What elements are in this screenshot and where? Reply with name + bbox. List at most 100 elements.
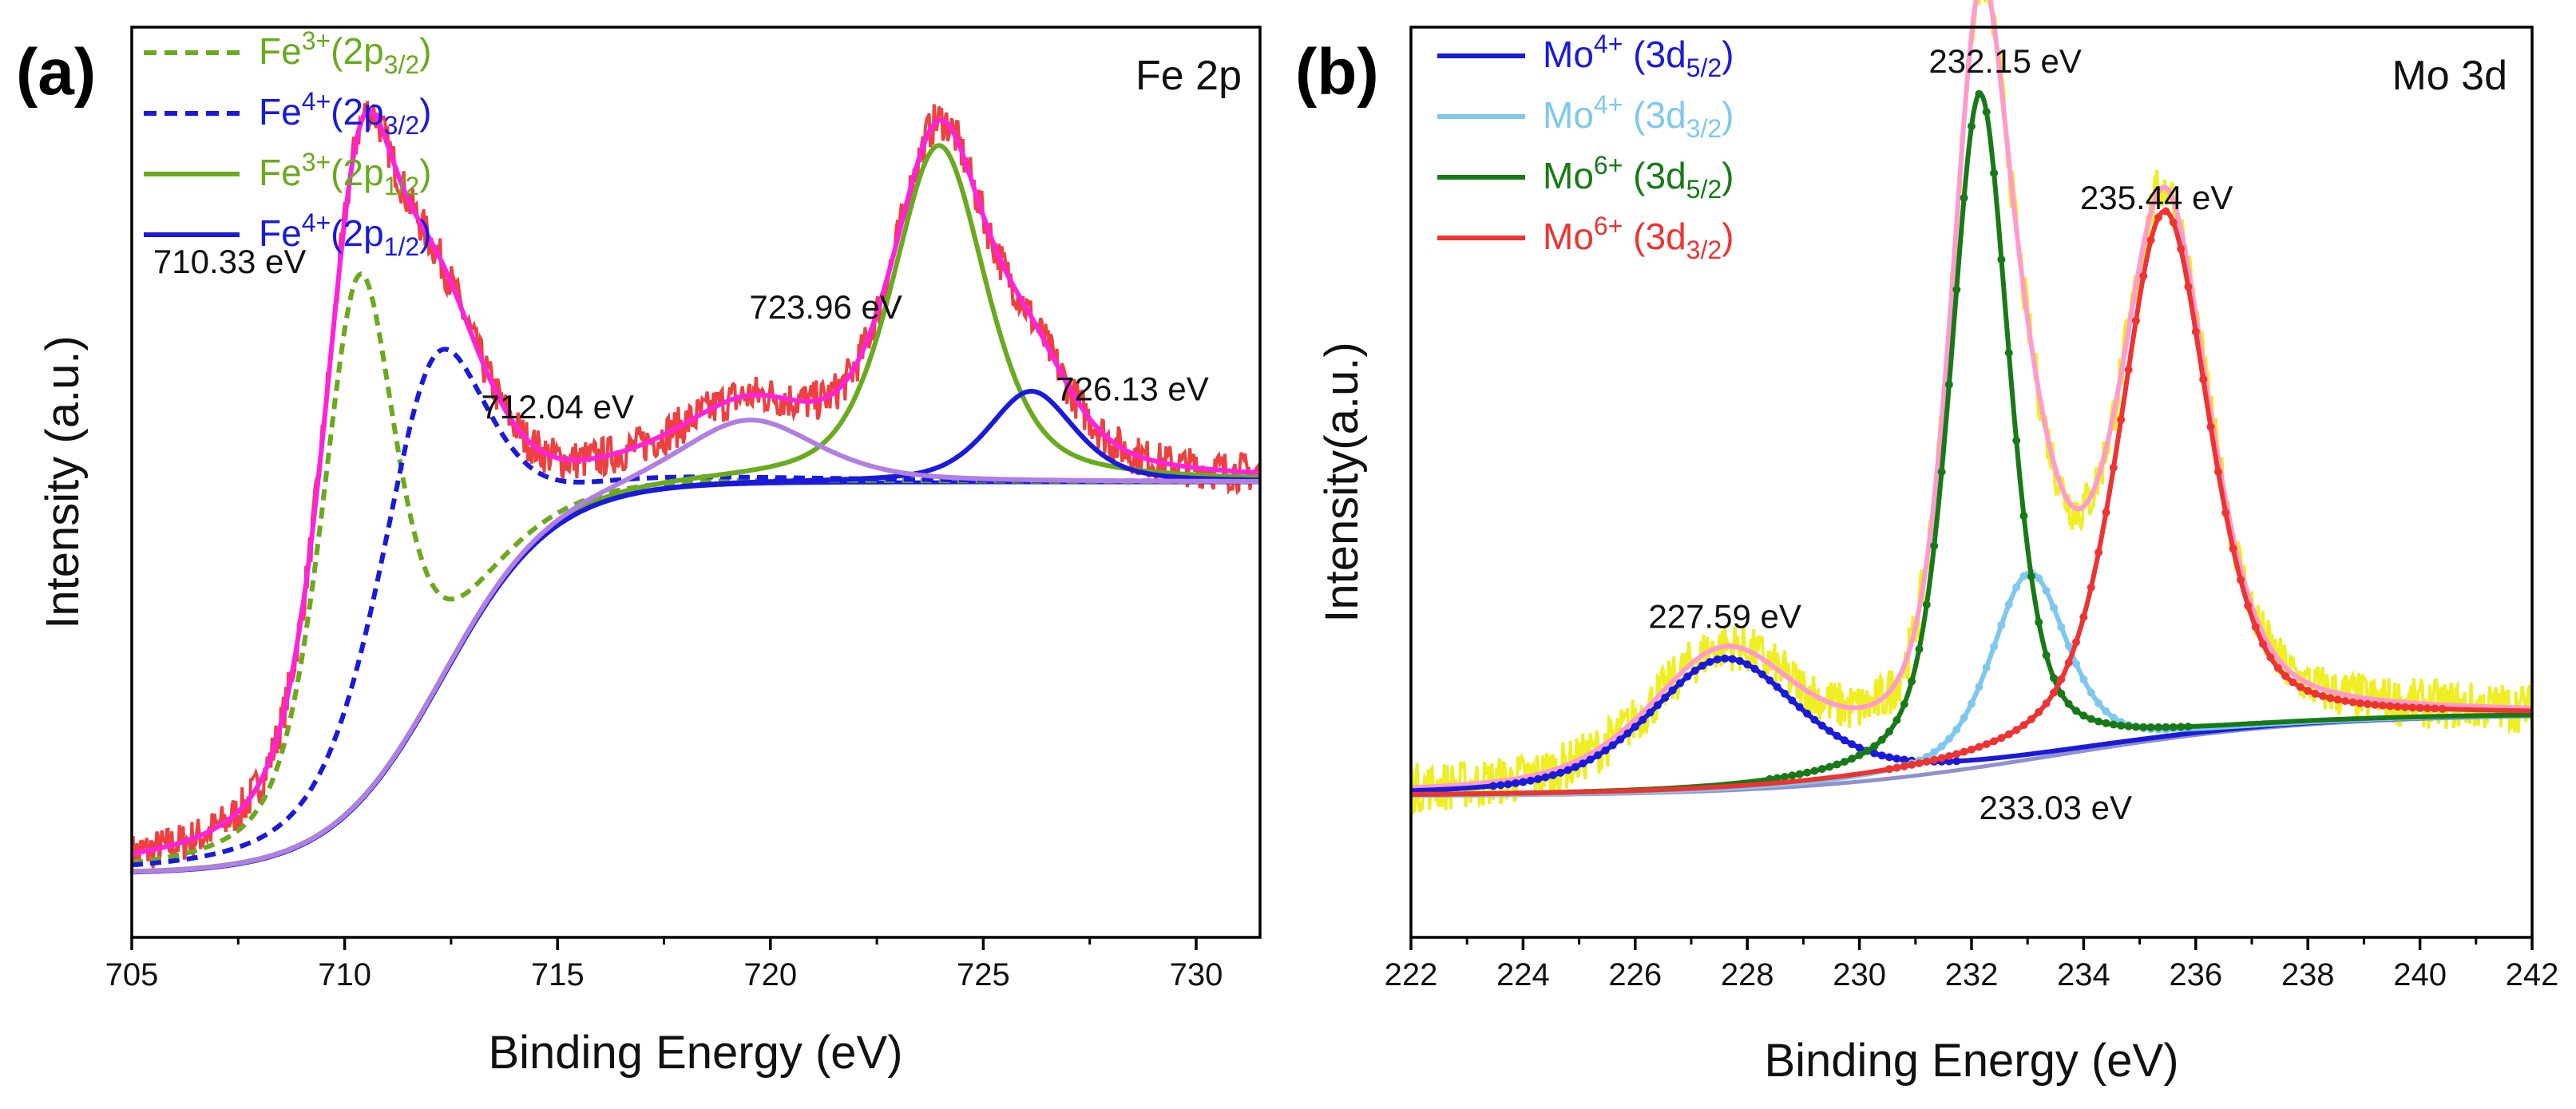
series-marker xyxy=(1930,541,1939,550)
series-marker xyxy=(1952,725,1961,734)
series-marker xyxy=(1616,735,1625,744)
series-marker xyxy=(1766,676,1774,685)
series-marker xyxy=(2191,327,2200,336)
panel-a-y-axis-title: Intensity (a.u.) xyxy=(37,335,89,628)
series-marker xyxy=(1930,748,1939,757)
series-marker xyxy=(1773,774,1781,782)
series-marker xyxy=(1579,759,1587,768)
series-marker xyxy=(1863,747,1871,755)
series-marker xyxy=(1930,755,1939,764)
series-marker xyxy=(2139,271,2148,280)
series-marker xyxy=(1571,762,1579,771)
x-tick-label: 715 xyxy=(531,957,585,992)
series-marker xyxy=(2117,415,2126,424)
series-marker xyxy=(2057,623,2066,632)
series-marker xyxy=(1915,759,1924,767)
x-tick-label: 224 xyxy=(1496,957,1550,992)
series-marker xyxy=(1548,770,1557,779)
series-marker xyxy=(1721,654,1730,663)
x-tick-label: 720 xyxy=(743,957,797,992)
series-marker xyxy=(2050,688,2058,697)
x-tick-label: 236 xyxy=(2169,957,2222,992)
series-marker xyxy=(1968,699,1976,708)
series-marker xyxy=(1982,108,1991,117)
panel-a-label: (a) xyxy=(16,36,96,109)
series-marker xyxy=(2064,642,2073,651)
peak-annotation: 227.59 eV xyxy=(1648,597,1801,635)
series-marker xyxy=(2027,572,2035,580)
legend-entry-label: Fe3+(2p1/2) xyxy=(259,148,431,200)
legend-entry-label: Fe4+(2p1/2) xyxy=(259,208,431,261)
series-marker xyxy=(2072,659,2080,668)
series-marker xyxy=(1848,755,1857,763)
series-marker xyxy=(2050,604,2058,612)
series-marker xyxy=(2184,283,2193,291)
series-marker xyxy=(2348,698,2357,707)
fit-envelope-line xyxy=(131,108,1261,857)
panel-b-label: (b) xyxy=(1295,36,1379,109)
series-marker xyxy=(2237,576,2245,584)
series-marker xyxy=(1788,771,1797,780)
series-marker xyxy=(1990,737,1999,746)
panel-a-x-ticks: 705 710 715 720 725 730 xyxy=(105,937,1223,992)
series-marker xyxy=(1698,661,1706,670)
series-marker xyxy=(1870,749,1879,758)
panel-b-x-ticks: 222 224 226 228 230 232 234 236 238 240 242 xyxy=(1385,937,2558,992)
series-marker xyxy=(2109,713,2118,722)
series-marker xyxy=(1526,776,1535,785)
series-marker xyxy=(1803,768,1812,777)
series-marker xyxy=(1646,708,1655,717)
series-marker xyxy=(1773,683,1781,691)
panel-b-annotations: 232.15 eV 235.44 eV 227.59 eV 233.03 eV xyxy=(1648,42,2233,826)
series-marker xyxy=(1788,696,1797,705)
panel-a-plot-frame xyxy=(130,26,1262,939)
series-marker xyxy=(2139,723,2148,731)
series-marker xyxy=(2094,717,2103,726)
series-marker xyxy=(1997,620,2006,629)
series-marker xyxy=(2289,678,2297,687)
peak-annotation: 710.33 eV xyxy=(153,243,307,280)
series-marker xyxy=(1944,380,1953,389)
legend-entry-label: Fe3+(2p3/2) xyxy=(259,26,431,79)
series-marker xyxy=(2213,467,2222,476)
series-marker xyxy=(1877,735,1886,744)
series-marker xyxy=(1840,758,1849,766)
x-tick-label: 232 xyxy=(1945,957,1999,992)
series-marker xyxy=(2012,436,2021,445)
series-marker xyxy=(1594,751,1602,759)
series-marker xyxy=(1937,742,1946,751)
x-tick-label: 226 xyxy=(1608,957,1662,992)
series-marker xyxy=(2415,703,2424,712)
series-marker xyxy=(1900,755,1908,764)
series-marker xyxy=(1750,664,1759,673)
legend-entry-label: Fe4+(2p3/2) xyxy=(259,87,431,140)
x-tick-label: 230 xyxy=(1833,957,1886,992)
series-marker xyxy=(2087,688,2095,697)
legend-entry-label: Mo4+ (3d3/2) xyxy=(1543,90,1734,143)
fit-envelope-line xyxy=(1410,0,2533,790)
series-marker xyxy=(2378,701,2387,710)
x-tick-label: 228 xyxy=(1721,957,1774,992)
series-marker xyxy=(2244,601,2253,610)
series-marker xyxy=(1489,782,1497,790)
series-marker xyxy=(1504,780,1512,789)
x-tick-label: 730 xyxy=(1170,957,1223,992)
series-marker xyxy=(1713,655,1722,663)
peak-annotation: 232.15 eV xyxy=(1928,42,2082,80)
series-marker xyxy=(2004,349,2013,357)
series-marker xyxy=(1982,663,1991,672)
series-marker xyxy=(2019,572,2028,580)
series-marker xyxy=(1990,642,1999,651)
series-marker xyxy=(1960,714,1968,722)
series-marker xyxy=(2042,651,2051,659)
series-marker xyxy=(1803,709,1812,718)
series-marker xyxy=(2356,699,2364,707)
series-marker xyxy=(1900,762,1908,770)
peak-annotation: 235.44 eV xyxy=(2080,179,2233,216)
series-marker xyxy=(1997,734,2006,743)
series-marker xyxy=(1661,693,1670,702)
series-marker xyxy=(1892,716,1901,724)
series-marker xyxy=(1840,736,1849,745)
series-marker xyxy=(2386,702,2395,711)
